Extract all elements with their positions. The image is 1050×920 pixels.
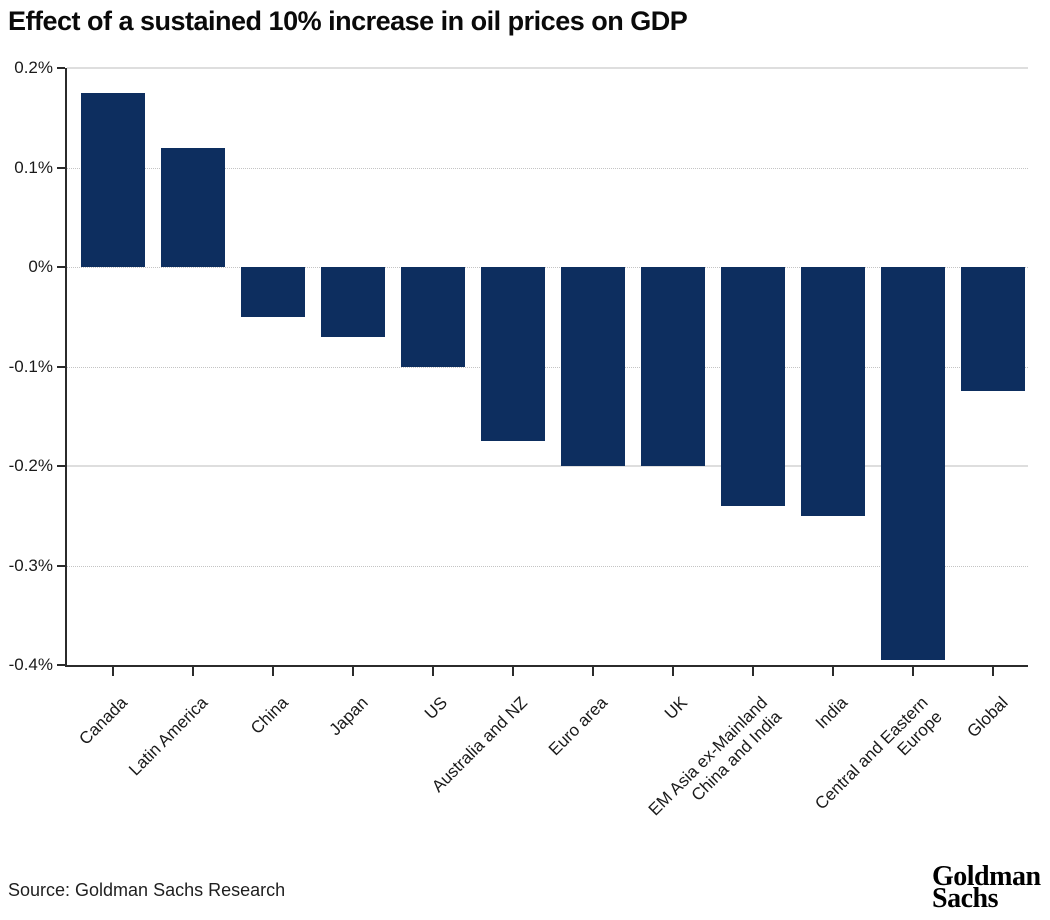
bar-em-asia-ex-mainland-china-and-india xyxy=(721,267,785,506)
gridline-0.1 xyxy=(67,167,1028,169)
y-axis-tick-label: -0.4% xyxy=(8,655,53,674)
x-axis-tick xyxy=(832,667,834,676)
y-axis-tick xyxy=(57,67,65,69)
bar-uk xyxy=(641,267,705,466)
x-axis-tick xyxy=(672,667,674,676)
x-axis-tick xyxy=(432,667,434,676)
bar-central-and-eastern-europe xyxy=(881,267,945,661)
gridline-0.2 xyxy=(67,67,1028,69)
bar-us xyxy=(401,267,465,367)
chart-title: Effect of a sustained 10% increase in oi… xyxy=(8,6,688,36)
x-axis-label-global: Global xyxy=(963,693,1012,742)
x-axis-tick xyxy=(592,667,594,676)
y-axis-tick-label: -0.1% xyxy=(8,356,53,376)
y-axis-tick-label: 0.2% xyxy=(14,58,53,77)
y-axis-tick-label: 0% xyxy=(28,257,53,276)
plot-area: 0.2% 0.1% 0% -0.1% -0.2% -0.3% -0.4% Canada Lati… xyxy=(9,58,1028,819)
bar-euro-area xyxy=(561,267,625,466)
source-text: Source: Goldman Sachs Research xyxy=(8,880,286,900)
x-axis-tick xyxy=(752,667,754,676)
gridline--0.2 xyxy=(67,465,1028,467)
y-axis-tick xyxy=(57,266,65,268)
x-axis-label-canada: Canada xyxy=(75,693,132,749)
bar-global xyxy=(961,267,1025,392)
y-axis-tick xyxy=(57,365,65,368)
bar-australia-and-nz xyxy=(481,267,545,442)
y-axis-tick-label: -0.3% xyxy=(8,555,53,575)
x-axis-label-india: India xyxy=(811,693,852,733)
bar-canada xyxy=(81,92,145,267)
goldman-sachs-logo: Goldman Sachs xyxy=(932,861,1041,914)
bar-india xyxy=(801,267,865,516)
x-axis-tick xyxy=(912,667,914,676)
y-axis-tick xyxy=(57,564,65,567)
x-axis-label-us: US xyxy=(421,693,452,724)
y-axis-tick xyxy=(57,465,65,467)
gridline--0.3 xyxy=(67,565,1028,567)
x-axis-label-latin-america: Latin America xyxy=(125,693,212,780)
x-axis-tick xyxy=(512,667,514,676)
y-axis-tick xyxy=(57,166,65,169)
bar-japan xyxy=(321,267,385,337)
logo-line-2: Sachs xyxy=(932,883,998,914)
gridline-0 xyxy=(67,267,1028,268)
bar-latin-america xyxy=(161,147,225,267)
x-axis-line xyxy=(65,665,1028,667)
y-axis-line xyxy=(65,68,67,667)
x-axis-tick xyxy=(272,667,274,676)
x-axis-label-uk: UK xyxy=(661,693,692,724)
logo-line-1: Goldman xyxy=(932,861,1041,892)
x-axis-label-china: China xyxy=(246,693,292,738)
gridline--0.1 xyxy=(67,366,1028,368)
x-axis-tick xyxy=(992,667,994,676)
x-axis-label-japan: Japan xyxy=(325,693,372,740)
x-axis-tick xyxy=(352,667,354,676)
x-axis-tick xyxy=(192,667,194,676)
bar-china xyxy=(241,267,305,317)
y-axis-tick xyxy=(57,664,65,666)
y-axis-tick-label: 0.1% xyxy=(14,157,53,177)
x-axis-tick xyxy=(112,667,114,676)
x-axis-label-euro-area: Euro area xyxy=(545,693,612,760)
y-axis-tick-label: -0.2% xyxy=(8,456,53,475)
